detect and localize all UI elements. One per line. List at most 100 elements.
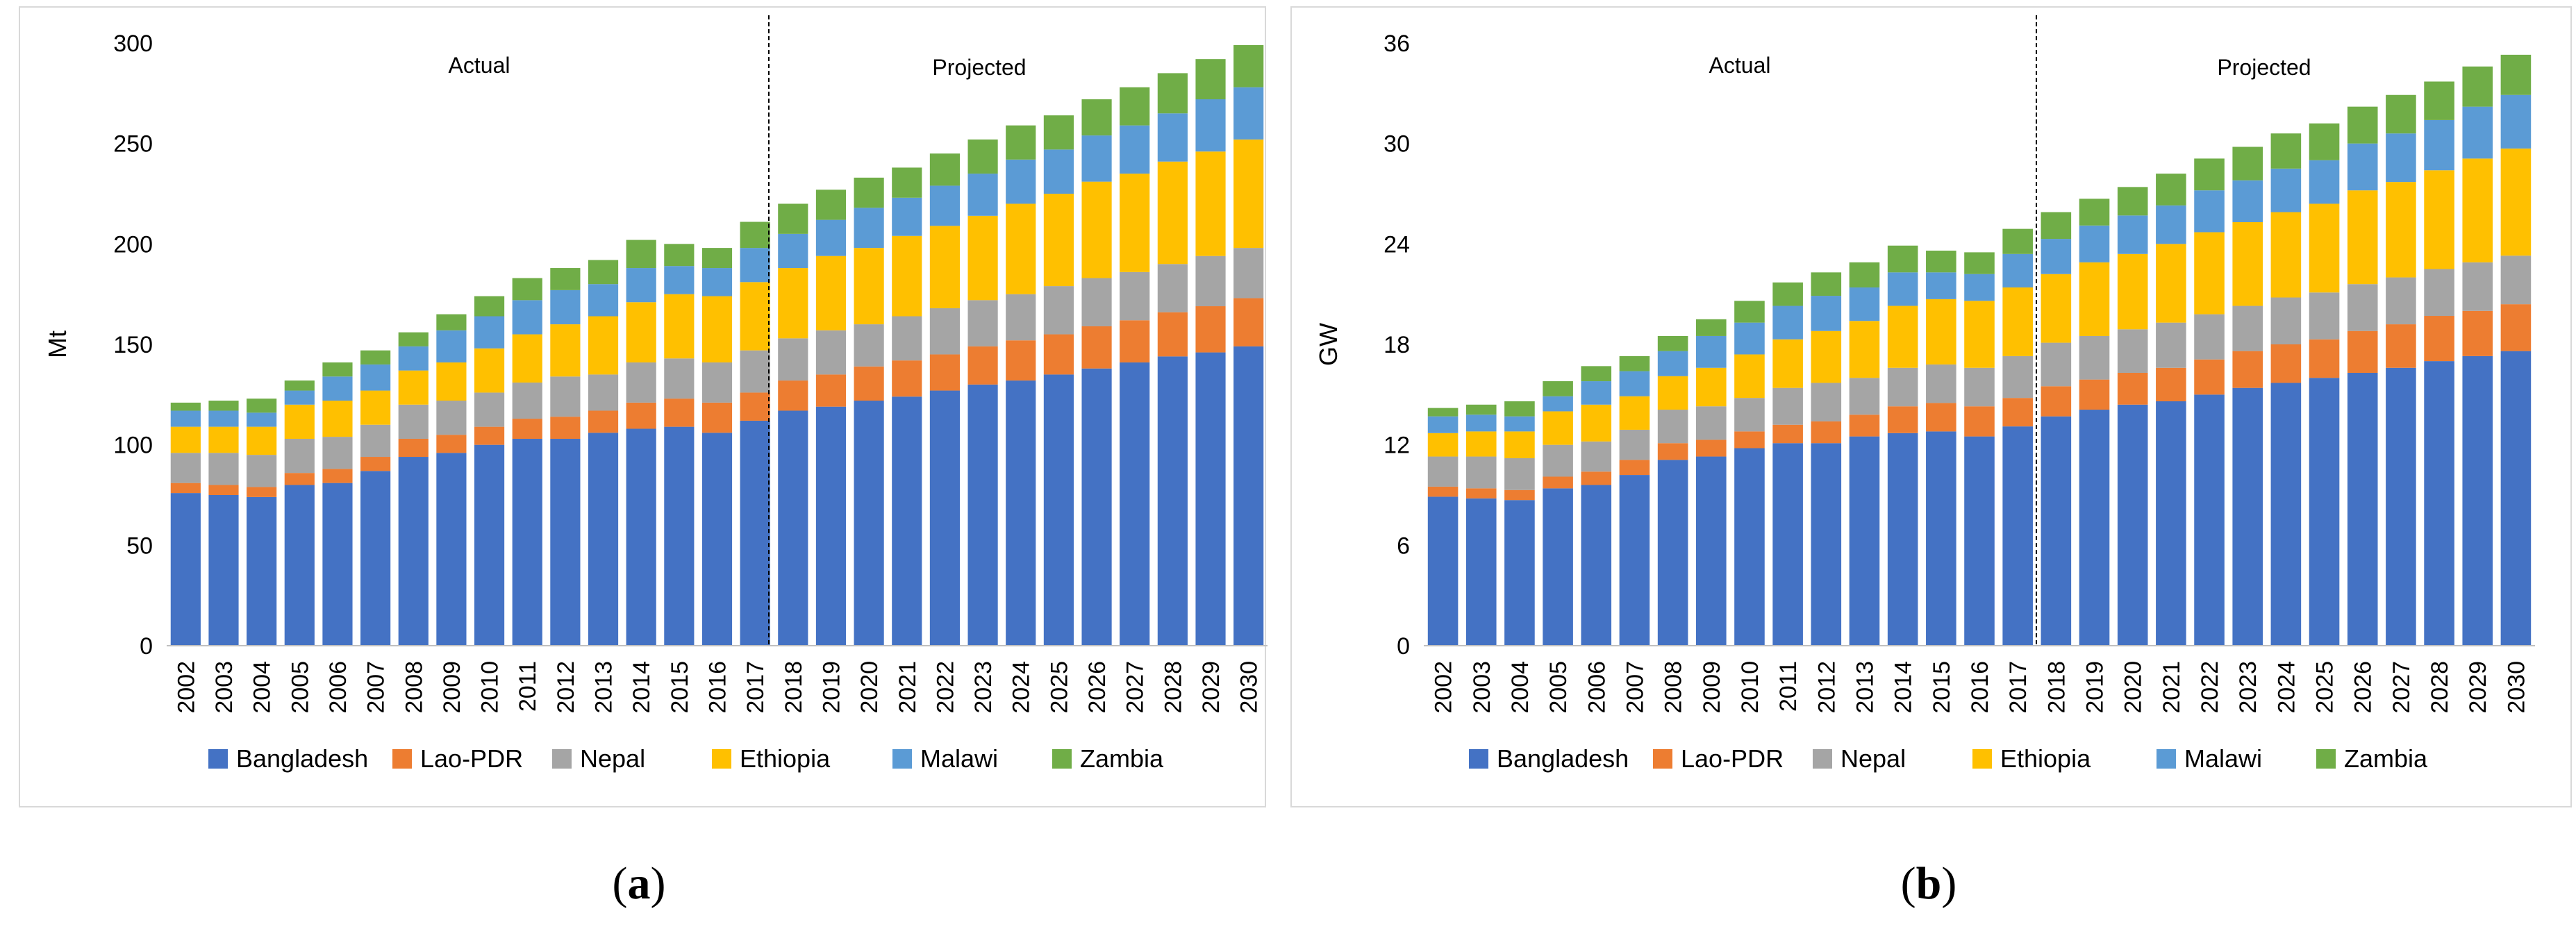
bar-b-malawi-2028 (2424, 119, 2454, 171)
bar-a-malawi-2026 (1081, 135, 1112, 182)
bar-a-ethiopia-2021 (892, 235, 922, 317)
bar-b-ethiopia-2028 (2424, 170, 2454, 269)
legend-label-b-bangladesh: Bangladesh (1497, 744, 1629, 773)
x-tick-label-b-2024: 2024 (2273, 661, 2300, 714)
x-tick-label-a-2003: 2003 (211, 661, 238, 714)
bar-b-malawi-2024 (2270, 168, 2302, 212)
bar-a-nepal-2010 (474, 392, 505, 427)
legend-label-b-malawi: Malawi (2184, 744, 2262, 773)
x-tick-label-b-2019: 2019 (2082, 661, 2109, 714)
bar-a-nepal-2028 (1157, 264, 1188, 312)
bar-a-zambia-2002 (170, 402, 201, 411)
bar-a-ethiopia-2004 (247, 426, 277, 455)
bar-b-ethiopia-2011 (1772, 339, 1803, 388)
x-tick-label-a-2018: 2018 (781, 661, 807, 714)
bar-b-lao-pdr-2010 (1734, 431, 1765, 449)
bar-b-bangladesh-2029 (2462, 355, 2493, 646)
bar-a-lao-pdr-2002 (170, 483, 201, 494)
bar-a-ethiopia-2027 (1120, 174, 1150, 272)
bar-b-malawi-2021 (2156, 205, 2186, 244)
legend-swatch-a-malawi (892, 749, 912, 769)
bar-a-bangladesh-2022 (929, 390, 961, 646)
x-tick-label-b-2007: 2007 (1622, 661, 1648, 714)
bar-b-zambia-2029 (2462, 66, 2493, 107)
bar-b-malawi-2011 (1772, 305, 1803, 340)
bar-a-nepal-2002 (170, 453, 201, 483)
x-tick-label-a-2029: 2029 (1198, 661, 1224, 714)
bar-b-lao-pdr-2026 (2347, 330, 2378, 373)
bar-a-malawi-2003 (208, 410, 239, 427)
bar-b-ethiopia-2017 (2002, 287, 2033, 356)
x-tick-label-b-2028: 2028 (2427, 661, 2453, 714)
bar-b-zambia-2011 (1772, 282, 1803, 306)
bar-b-ethiopia-2013 (1849, 321, 1880, 378)
x-tick-label-b-2002: 2002 (1431, 661, 1457, 714)
bar-b-malawi-2019 (2079, 225, 2110, 262)
bar-b-malawi-2007 (1619, 371, 1650, 396)
x-tick-label-b-2015: 2015 (1929, 661, 1955, 714)
bar-a-bangladesh-2007 (360, 471, 391, 646)
bar-a-zambia-2015 (664, 244, 695, 267)
bar-a-nepal-2026 (1081, 278, 1112, 326)
x-tick-label-b-2018: 2018 (2043, 661, 2070, 714)
bar-b-zambia-2012 (1811, 272, 1842, 296)
x-tick-label-a-2025: 2025 (1046, 661, 1072, 714)
bar-a-zambia-2004 (247, 399, 277, 413)
bar-a-ethiopia-2028 (1157, 161, 1188, 265)
bar-a-bangladesh-2003 (208, 495, 239, 646)
bar-a-ethiopia-2029 (1195, 151, 1226, 256)
bar-b-bangladesh-2016 (1964, 436, 1995, 646)
bar-b-nepal-2012 (1811, 383, 1842, 421)
bar-a-malawi-2021 (892, 197, 922, 236)
bar-a-ethiopia-2008 (398, 370, 429, 405)
bar-a-zambia-2017 (740, 221, 770, 249)
bar-b-lao-pdr-2023 (2232, 351, 2263, 388)
bar-a-nepal-2009 (436, 401, 467, 435)
bar-a-lao-pdr-2003 (208, 485, 239, 495)
bar-b-zambia-2006 (1581, 366, 1612, 382)
bar-b-zambia-2026 (2347, 106, 2378, 144)
bar-a-lao-pdr-2009 (436, 435, 467, 453)
bar-b-ethiopia-2023 (2232, 221, 2263, 306)
bar-b-lao-pdr-2013 (1849, 414, 1880, 437)
bar-a-lao-pdr-2026 (1081, 326, 1112, 369)
legend-swatch-a-ethiopia (712, 749, 731, 769)
bar-b-lao-pdr-2012 (1811, 421, 1842, 444)
bar-b-nepal-2005 (1543, 444, 1573, 477)
bar-a-bangladesh-2010 (474, 444, 505, 646)
bar-a-lao-pdr-2022 (929, 354, 961, 391)
bar-a-lao-pdr-2007 (360, 457, 391, 471)
bar-b-lao-pdr-2025 (2309, 339, 2340, 378)
bar-a-zambia-2028 (1157, 73, 1188, 114)
bar-a-nepal-2006 (322, 437, 353, 469)
y-axis-label-a: Mt (43, 330, 72, 358)
x-tick-label-a-2005: 2005 (287, 661, 313, 714)
bar-a-zambia-2025 (1043, 115, 1074, 150)
bar-a-ethiopia-2007 (360, 390, 391, 425)
bar-a-bangladesh-2028 (1157, 356, 1188, 646)
bar-a-nepal-2011 (512, 382, 542, 419)
bar-b-ethiopia-2006 (1581, 404, 1612, 442)
bar-b-zambia-2009 (1696, 319, 1727, 336)
bar-b-nepal-2009 (1696, 406, 1727, 440)
bar-a-lao-pdr-2016 (701, 402, 733, 433)
bar-b-zambia-2023 (2232, 146, 2263, 181)
bar-a-lao-pdr-2006 (322, 469, 353, 483)
bar-b-zambia-2013 (1849, 262, 1880, 288)
bar-a-nepal-2005 (284, 438, 315, 474)
bar-b-zambia-2015 (1926, 250, 1956, 273)
bar-a-nepal-2015 (664, 358, 695, 399)
bar-a-ethiopia-2009 (436, 362, 467, 401)
bar-b-zambia-2003 (1465, 404, 1497, 415)
legend-label-b-nepal: Nepal (1840, 744, 1906, 773)
bar-a-ethiopia-2023 (967, 215, 998, 301)
bar-b-bangladesh-2023 (2232, 387, 2263, 646)
caption-a: (a) (612, 858, 666, 909)
x-tick-label-a-2004: 2004 (249, 661, 276, 714)
bar-b-zambia-2007 (1619, 355, 1650, 371)
bar-b-nepal-2015 (1926, 364, 1956, 403)
legend-swatch-a-bangladesh (208, 749, 228, 769)
bar-b-lao-pdr-2009 (1696, 439, 1727, 457)
bar-b-malawi-2010 (1734, 322, 1765, 355)
